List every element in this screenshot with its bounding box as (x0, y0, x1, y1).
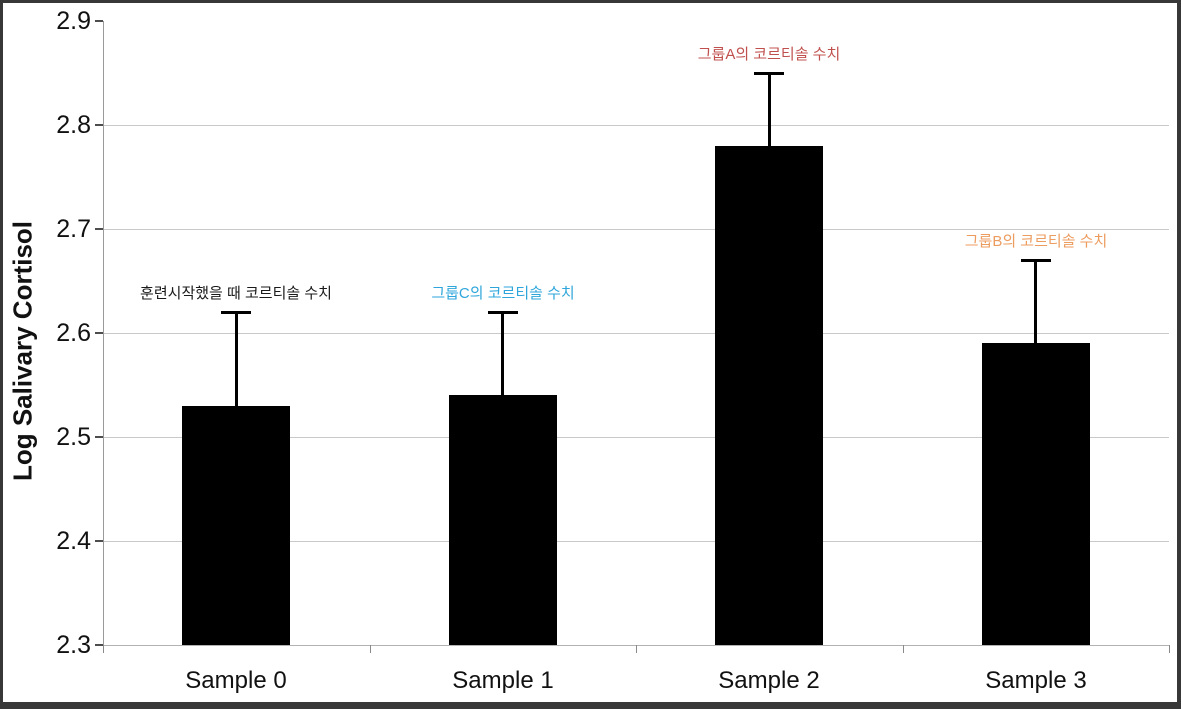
y-gridline (103, 437, 1169, 438)
y-tick-label: 2.7 (56, 215, 91, 243)
y-tick-label: 2.8 (56, 111, 91, 139)
error-bar-cap (1021, 259, 1051, 262)
y-tick-mark (95, 332, 103, 334)
y-gridline (103, 125, 1169, 126)
y-tick-mark (95, 436, 103, 438)
bar-annotation: 그룹A의 코르티솔 수치 (697, 46, 841, 63)
y-gridline (103, 229, 1169, 230)
x-category-label: Sample 1 (452, 667, 554, 694)
y-tick-label: 2.4 (56, 527, 91, 555)
y-tick-mark (95, 20, 103, 22)
x-tick-mark (636, 645, 637, 653)
y-gridline (103, 333, 1169, 334)
x-category-label: Sample 2 (718, 667, 820, 694)
y-tick-label: 2.5 (56, 423, 91, 451)
error-bar-cap (754, 72, 784, 75)
y-tick-mark (95, 644, 103, 646)
bar-sample-0 (182, 406, 290, 645)
y-axis-line (103, 21, 104, 650)
bar-sample-1 (449, 395, 557, 645)
y-tick-mark (95, 124, 103, 126)
y-tick-label: 2.6 (56, 319, 91, 347)
y-tick-mark (95, 228, 103, 230)
error-bar-cap (221, 311, 251, 314)
y-tick-label: 2.9 (56, 7, 91, 35)
x-tick-mark (1169, 645, 1170, 653)
bar-annotation: 훈련시작했을 때 코르티솔 수치 (140, 285, 332, 302)
y-gridline (103, 541, 1169, 542)
bar-annotation: 그룹B의 코르티솔 수치 (964, 233, 1108, 250)
y-tick-mark (95, 540, 103, 542)
bar-sample-2 (715, 146, 823, 645)
x-category-label: Sample 3 (985, 667, 1087, 694)
x-tick-mark (903, 645, 904, 653)
error-bar-stem (501, 312, 504, 397)
error-bar-stem (1034, 260, 1037, 345)
x-tick-mark (370, 645, 371, 653)
error-bar-stem (768, 73, 771, 148)
bar-sample-3 (982, 343, 1090, 645)
y-tick-label: 2.3 (56, 631, 91, 659)
x-category-label: Sample 0 (185, 667, 287, 694)
error-bar-cap (488, 311, 518, 314)
error-bar-stem (235, 312, 238, 408)
x-tick-mark (103, 645, 104, 653)
bar-annotation: 그룹C의 코르티솔 수치 (431, 285, 575, 302)
